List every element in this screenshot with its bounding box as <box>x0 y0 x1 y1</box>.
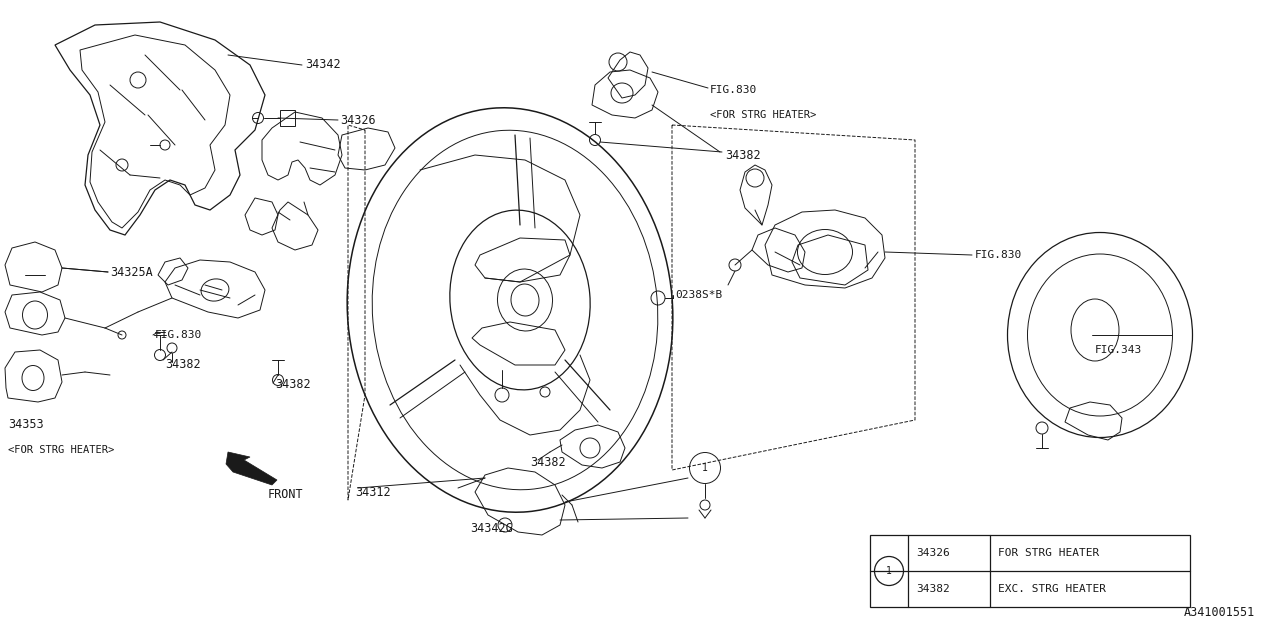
Text: FIG.830: FIG.830 <box>975 250 1023 260</box>
Bar <box>870 535 1190 607</box>
Text: 0238S*B: 0238S*B <box>675 290 722 300</box>
Text: 34326: 34326 <box>916 548 950 558</box>
Text: 34382: 34382 <box>530 456 566 468</box>
Text: FOR STRG HEATER: FOR STRG HEATER <box>998 548 1100 558</box>
Text: FIG.343: FIG.343 <box>1094 345 1142 355</box>
Text: FIG.830: FIG.830 <box>155 330 202 340</box>
Text: 34353: 34353 <box>8 419 44 431</box>
Text: 34382: 34382 <box>916 584 950 594</box>
Text: 34382: 34382 <box>275 378 311 392</box>
Text: A341001551: A341001551 <box>1184 605 1254 618</box>
Text: 34326: 34326 <box>340 113 375 127</box>
Text: EXC. STRG HEATER: EXC. STRG HEATER <box>998 584 1106 594</box>
Text: 34382: 34382 <box>724 148 760 161</box>
Text: 34312: 34312 <box>355 486 390 499</box>
Text: 1: 1 <box>886 566 892 576</box>
Text: FIG.830: FIG.830 <box>710 85 758 95</box>
Text: <FOR STRG HEATER>: <FOR STRG HEATER> <box>710 110 817 120</box>
Polygon shape <box>227 452 276 485</box>
Text: 34325A: 34325A <box>110 266 152 278</box>
Text: <FOR STRG HEATER>: <FOR STRG HEATER> <box>8 445 114 455</box>
Text: 34382: 34382 <box>165 358 201 371</box>
Text: 34342: 34342 <box>305 58 340 72</box>
Text: FRONT: FRONT <box>268 488 303 502</box>
Text: 1: 1 <box>701 463 708 473</box>
Text: 34342G: 34342G <box>470 522 513 534</box>
